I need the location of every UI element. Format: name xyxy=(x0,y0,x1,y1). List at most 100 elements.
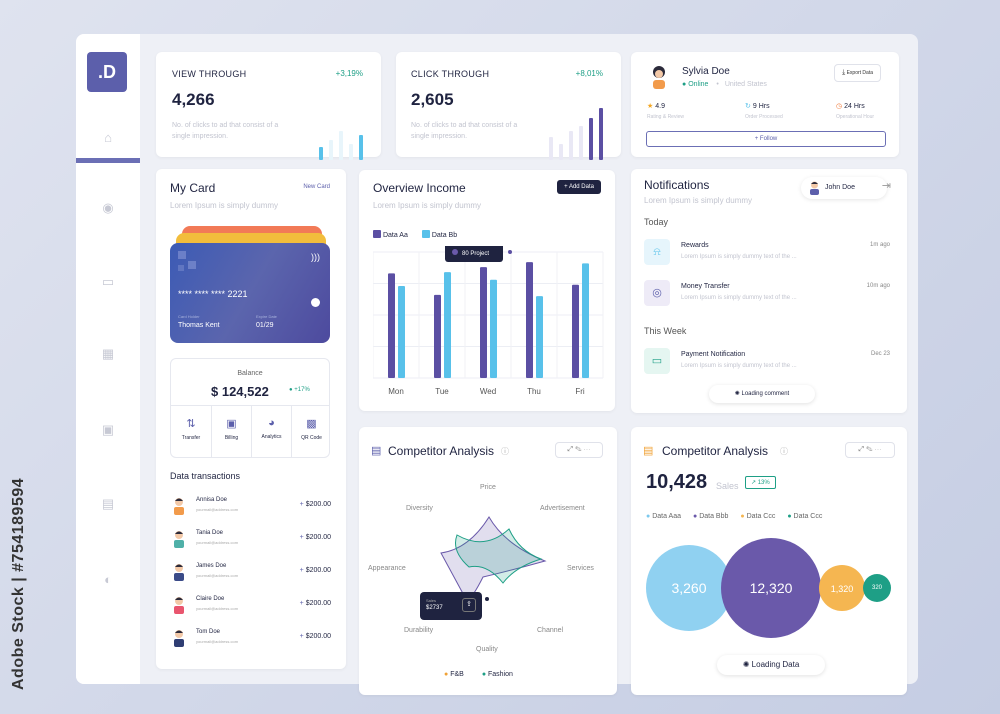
card-eye-icon[interactable] xyxy=(311,298,320,307)
view-through-title: VIEW THROUGH xyxy=(172,69,247,79)
transfer-action[interactable]: ⇅ Transfer xyxy=(171,406,211,458)
overview-title: Overview Income xyxy=(373,181,466,195)
bubble-ccc xyxy=(819,565,865,611)
x-tick-label: Fri xyxy=(575,387,585,396)
bar-data-aa[interactable] xyxy=(434,294,441,378)
bubble-aaa-label: 3,260 xyxy=(671,580,707,596)
bar-data-bb[interactable] xyxy=(444,272,451,378)
online-dot-icon: ● xyxy=(682,81,687,88)
inbox-icon[interactable]: ▣ xyxy=(101,422,115,437)
click-through-delta: +8,01% xyxy=(575,69,603,78)
rating-stat: ★ 4.9 Rating & Review xyxy=(647,103,684,120)
dashboard-window: .D ⌂ ◉ ▭ ▦ ▣ ▤ ◐ VIEW THROUGH +3,19% 4,2… xyxy=(76,34,918,695)
contact-icon[interactable]: ▤ xyxy=(101,496,115,511)
qr-icon: ▩ xyxy=(306,418,317,430)
notification-item[interactable]: ▭ Payment Notification Dec 23 Lorem Ipsu… xyxy=(644,348,898,376)
more-icon[interactable]: ⋯ xyxy=(874,446,882,453)
sales-label: Sales xyxy=(716,481,739,491)
notification-item[interactable]: ⍾ Rewards 1m ago Lorem Ipsum is simply d… xyxy=(644,239,898,267)
bar-data-aa[interactable] xyxy=(526,262,533,378)
export-data-button[interactable]: ⤓ Export Data xyxy=(834,64,881,82)
bell-icon: ⍾ xyxy=(644,239,670,265)
widgets-icon[interactable]: ▦ xyxy=(101,346,115,361)
download-icon: ⤓ xyxy=(842,69,846,76)
edit-icon[interactable]: ✎ xyxy=(575,446,582,453)
avatar xyxy=(172,497,186,515)
bar-data-aa[interactable] xyxy=(388,273,395,378)
contactless-icon: ))) xyxy=(311,252,320,262)
edit-icon[interactable]: ✎ xyxy=(866,446,873,453)
transactions-title: Data transactions xyxy=(170,471,241,481)
transaction-name: Annisa Doe xyxy=(196,497,228,503)
label-quality: Quality xyxy=(476,646,498,653)
transaction-email: yourmail@address.com xyxy=(196,573,239,578)
expand-icon[interactable]: ⤢ xyxy=(567,446,574,453)
bar-data-bb[interactable] xyxy=(398,286,405,378)
theme-icon[interactable]: ◐ xyxy=(104,572,112,587)
compass-icon[interactable]: ◉ xyxy=(102,200,114,215)
user-chip[interactable]: John Doe xyxy=(801,177,887,199)
loading-data-button[interactable]: ✺ Loading Data xyxy=(717,655,825,675)
transaction-row[interactable]: Tania Doe yourmail@address.com + $200.00 xyxy=(170,527,335,559)
legend-item: Data Bb xyxy=(421,230,457,239)
mini-bar xyxy=(579,126,583,160)
transfer-icon: ⇅ xyxy=(186,418,196,430)
overview-subtitle: Lorem Ipsum is simply dummy xyxy=(373,201,482,210)
profile-name: Sylvia Doe xyxy=(682,66,730,77)
card-holder-label: Card Holder xyxy=(178,314,200,319)
logout-icon[interactable]: ⇥ xyxy=(881,180,891,192)
transactions-list: Annisa Doe yourmail@address.com + $200.00 T… xyxy=(170,494,335,659)
bar-tooltip: 80 Project xyxy=(445,246,512,262)
x-tick-label: Wed xyxy=(480,387,496,396)
more-icon[interactable]: ⋯ xyxy=(583,446,591,453)
bar-data-aa[interactable] xyxy=(480,267,487,378)
label-services: Services xyxy=(567,565,594,572)
analytics-action[interactable]: ◕ Analytics xyxy=(251,406,291,458)
new-card-link[interactable]: New Card xyxy=(303,184,330,190)
add-data-button[interactable]: + Add Data xyxy=(557,180,601,194)
expand-icon[interactable]: ⤢ xyxy=(858,446,865,453)
balance-divider xyxy=(171,405,329,406)
loading-comment-button[interactable]: ✺ Loading comment xyxy=(709,385,815,403)
my-card-title: My Card xyxy=(170,181,216,195)
transaction-amount: + $200.00 xyxy=(299,567,331,574)
billing-action[interactable]: ▣ Billing xyxy=(211,406,251,458)
mini-bar xyxy=(589,118,593,160)
notifications-subtitle: Lorem Ipsum is simply dummy xyxy=(644,196,753,205)
bar-data-bb[interactable] xyxy=(536,296,543,378)
label-diversity: Diversity xyxy=(406,505,433,512)
credit-card[interactable]: ))) **** **** **** 2221 Card Holder Thom… xyxy=(170,243,330,343)
transaction-name: Tania Doe xyxy=(196,530,224,536)
bubble-legend: ● Data Aaa ● Data Bbb ● Data Ccc ● Data … xyxy=(646,513,822,520)
card-number: **** **** **** 2221 xyxy=(178,289,248,299)
legend-item: ● Data Bbb xyxy=(693,513,729,520)
transaction-row[interactable]: Tom Doe yourmail@address.com + $200.00 xyxy=(170,626,335,658)
transaction-name: Tom Doe xyxy=(196,629,221,635)
bubble-ddd-label: 320 xyxy=(871,585,882,591)
transaction-row[interactable]: Annisa Doe yourmail@address.com + $200.00 xyxy=(170,494,335,526)
bar-data-aa[interactable] xyxy=(572,284,579,378)
qr-code-action[interactable]: ▩ QR Code xyxy=(291,406,331,458)
competitor-radar-card: ▤ Competitor Analysis ⓘ ⤢ ✎ ⋯ Price Adve… xyxy=(359,427,617,695)
legend-item: ● Data Ccc xyxy=(740,513,776,520)
avatar xyxy=(172,629,186,647)
x-tick-label: Tue xyxy=(435,387,449,396)
spinner-icon: ✺ xyxy=(742,660,750,669)
logo[interactable]: .D xyxy=(87,52,127,92)
radar-chart xyxy=(440,516,547,602)
mini-bar xyxy=(559,144,563,160)
label-channel: Channel xyxy=(537,627,564,634)
svg-text:80 Project: 80 Project xyxy=(462,251,489,257)
click-through-desc: No. of clicks to ad that consist of a si… xyxy=(411,122,518,140)
bar-data-bb[interactable] xyxy=(490,279,497,378)
card-icon[interactable]: ▭ xyxy=(101,274,115,289)
bar-data-bb[interactable] xyxy=(582,263,589,378)
balance-box: Balance $ 124,522 ● +17% ⇅ Transfer ▣ Bill… xyxy=(170,358,330,458)
click-through-title: CLICK THROUGH xyxy=(411,69,490,79)
transaction-row[interactable]: Claire Doe yourmail@address.com + $200.00 xyxy=(170,593,335,625)
follow-button[interactable]: + Follow xyxy=(646,131,886,147)
balance-label: Balance xyxy=(237,370,263,377)
notification-item[interactable]: ◎ Money Transfer 10m ago Lorem Ipsum is … xyxy=(644,280,898,308)
transaction-row[interactable]: James Doe yourmail@address.com + $200.00 xyxy=(170,560,335,592)
home-icon[interactable]: ⌂ xyxy=(104,130,112,145)
